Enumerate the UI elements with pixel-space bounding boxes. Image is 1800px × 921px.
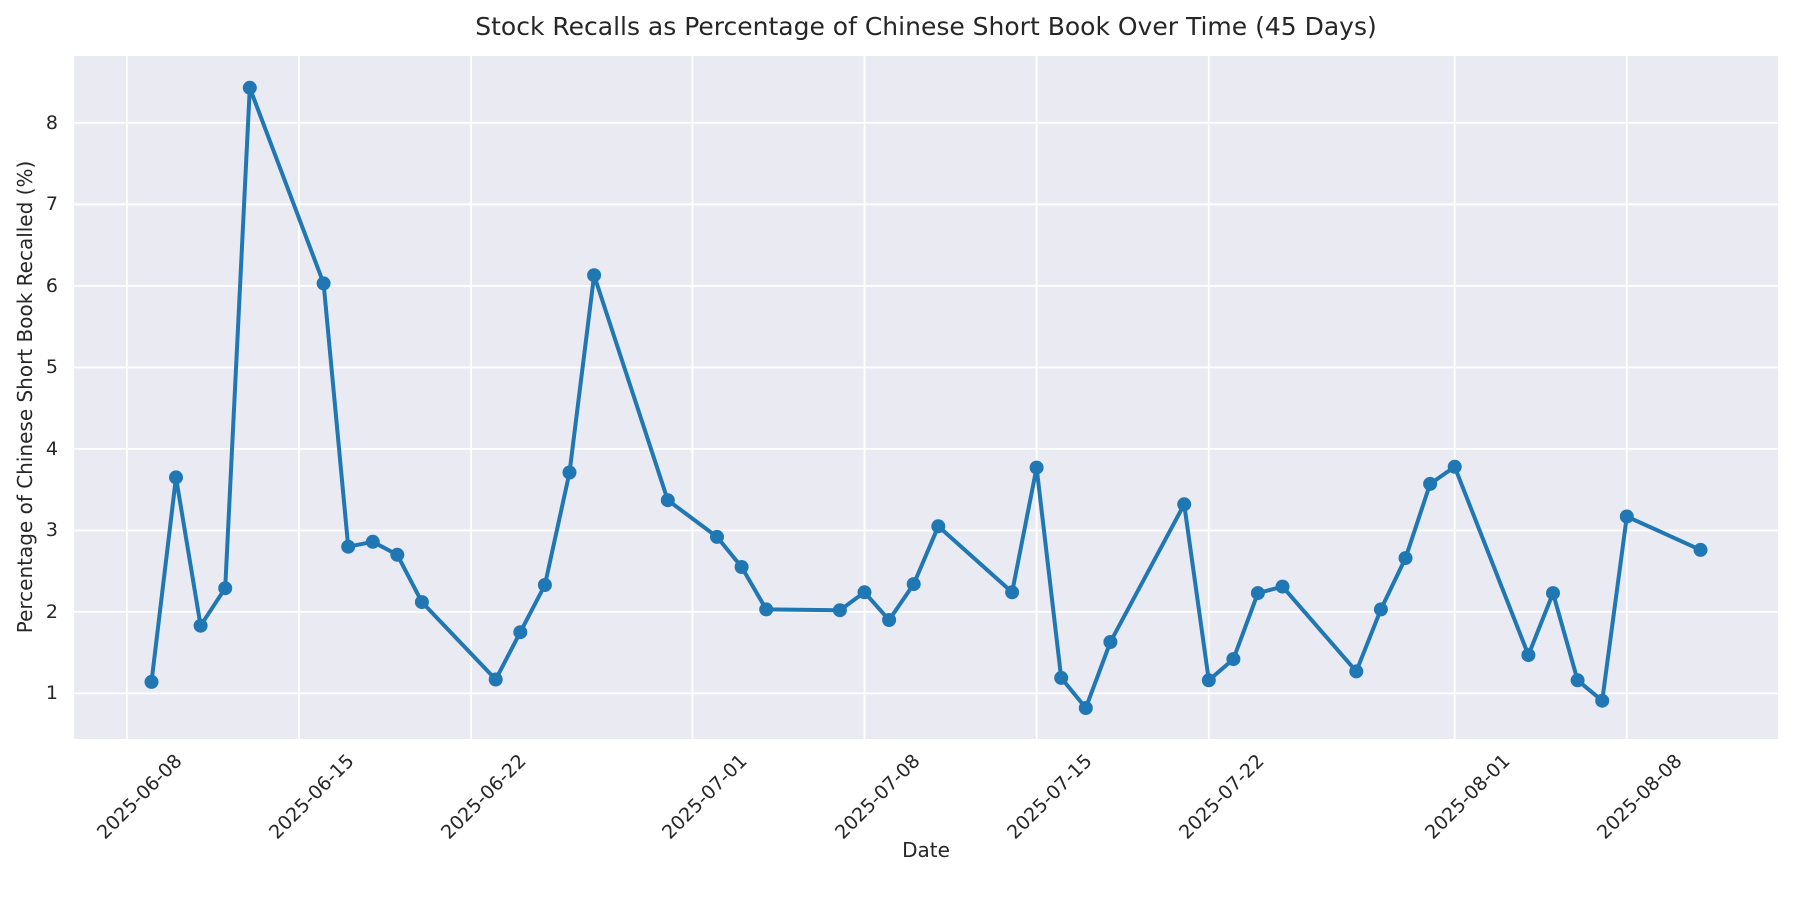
data-point-marker bbox=[1103, 635, 1118, 649]
data-point-marker bbox=[169, 470, 183, 485]
data-point-marker bbox=[1398, 551, 1413, 566]
data-point-marker bbox=[1373, 602, 1388, 617]
x-axis-label: Date bbox=[902, 838, 950, 862]
y-tick-label: 1 bbox=[45, 682, 58, 705]
data-point-marker bbox=[1005, 585, 1020, 600]
data-point-marker bbox=[1693, 542, 1708, 557]
data-point-marker bbox=[488, 672, 503, 687]
chart-title: Stock Recalls as Percentage of Chinese S… bbox=[475, 12, 1377, 41]
plot-area bbox=[74, 56, 1778, 739]
data-point-marker bbox=[1177, 497, 1192, 512]
data-point-marker bbox=[537, 578, 552, 592]
data-point-marker bbox=[218, 581, 233, 596]
y-tick-label: 4 bbox=[45, 437, 58, 460]
data-point-marker bbox=[193, 618, 208, 633]
data-point-marker bbox=[242, 80, 257, 95]
data-point-marker bbox=[832, 603, 847, 618]
plot-background bbox=[74, 56, 1778, 739]
data-point-marker bbox=[1570, 673, 1585, 688]
data-point-marker bbox=[882, 613, 897, 627]
y-tick-label: 3 bbox=[45, 519, 58, 542]
data-point-marker bbox=[1447, 459, 1462, 474]
data-point-marker bbox=[931, 519, 946, 534]
y-tick-label: 7 bbox=[45, 193, 58, 216]
y-tick-label: 2 bbox=[45, 600, 58, 623]
data-point-marker bbox=[759, 602, 774, 617]
data-point-marker bbox=[710, 529, 724, 544]
y-tick-label: 6 bbox=[45, 274, 58, 297]
data-point-marker bbox=[587, 268, 602, 283]
data-point-marker bbox=[1349, 664, 1364, 679]
data-point-marker bbox=[562, 465, 577, 480]
data-point-marker bbox=[1078, 701, 1093, 715]
data-point-marker bbox=[660, 493, 675, 508]
data-point-marker bbox=[1275, 579, 1290, 594]
y-tick-label: 8 bbox=[45, 111, 58, 134]
data-point-marker bbox=[1201, 673, 1216, 688]
data-point-marker bbox=[1521, 648, 1536, 663]
data-point-marker bbox=[1250, 586, 1265, 601]
data-point-marker bbox=[1423, 476, 1438, 491]
data-point-marker bbox=[1054, 670, 1069, 685]
data-point-marker bbox=[1029, 460, 1044, 475]
data-point-marker bbox=[1619, 509, 1634, 524]
data-point-marker bbox=[906, 577, 921, 592]
data-point-marker bbox=[1546, 586, 1560, 601]
data-point-marker bbox=[1595, 693, 1610, 708]
data-point-marker bbox=[734, 560, 749, 574]
data-point-marker bbox=[341, 539, 356, 554]
data-point-marker bbox=[365, 534, 380, 549]
data-point-marker bbox=[1226, 652, 1241, 667]
data-point-marker bbox=[390, 547, 405, 562]
data-point-marker bbox=[414, 595, 429, 610]
data-point-marker bbox=[857, 585, 872, 600]
data-point-marker bbox=[316, 276, 331, 291]
data-point-marker bbox=[144, 674, 159, 689]
y-tick-label: 5 bbox=[45, 356, 58, 379]
data-point-marker bbox=[513, 625, 528, 640]
figure: Stock Recalls as Percentage of Chinese S… bbox=[13, 12, 1778, 862]
y-axis-label: Percentage of Chinese Short Book Recalle… bbox=[13, 160, 37, 634]
